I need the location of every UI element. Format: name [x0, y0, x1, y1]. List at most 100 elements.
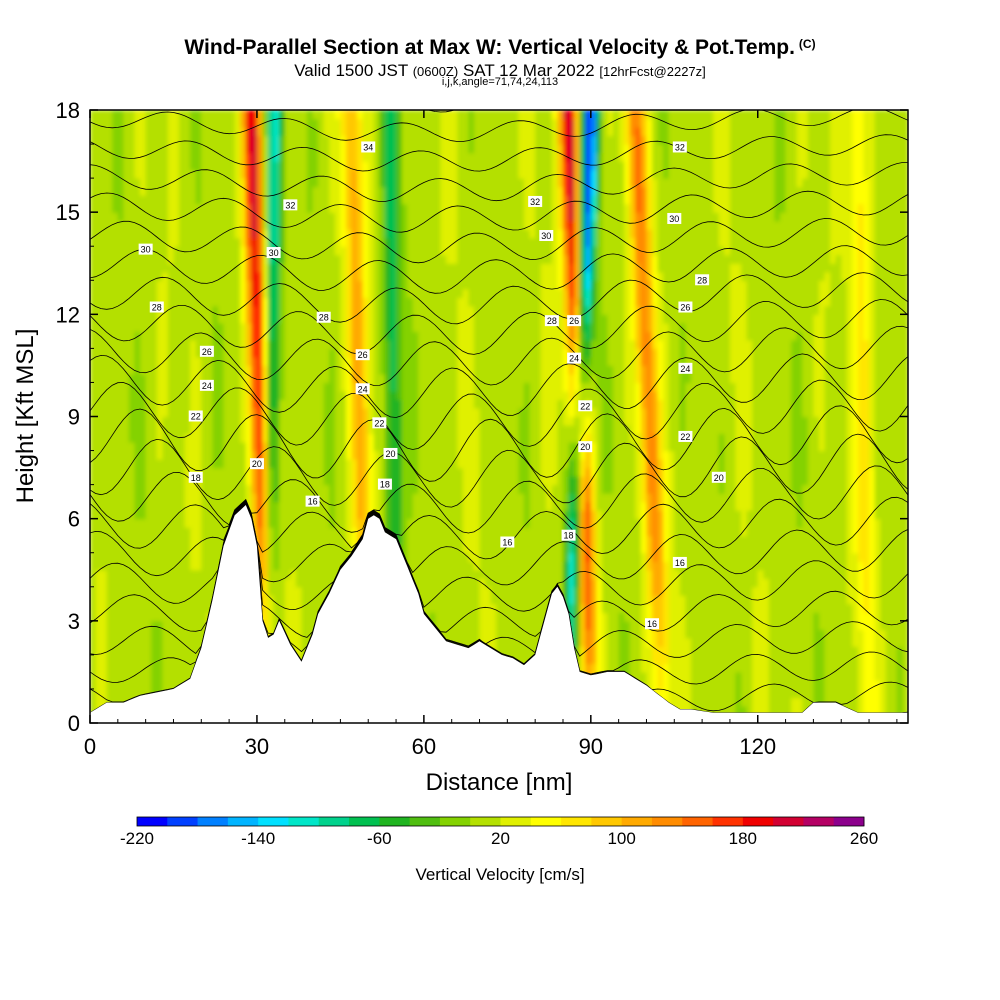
w-cell	[373, 425, 380, 435]
w-cell	[401, 203, 408, 213]
w-cell	[423, 416, 431, 426]
w-cell	[117, 425, 124, 435]
w-cell	[451, 493, 458, 503]
w-cell	[307, 118, 314, 128]
w-cell	[390, 246, 397, 256]
w-cell	[251, 237, 258, 247]
w-cell	[368, 373, 375, 384]
w-cell	[101, 595, 108, 605]
w-cell	[206, 212, 214, 222]
w-cell	[318, 271, 325, 281]
w-cell	[440, 229, 447, 239]
w-cell	[362, 322, 369, 332]
w-cell	[256, 305, 264, 315]
w-cell	[412, 110, 419, 120]
w-cell	[206, 271, 214, 281]
w-cell	[446, 169, 453, 179]
w-cell	[117, 169, 124, 179]
w-cell	[140, 518, 147, 528]
w-cell	[117, 288, 124, 298]
w-cell	[256, 186, 264, 196]
w-cell	[440, 118, 447, 128]
w-cell	[179, 399, 186, 409]
w-cell	[290, 212, 297, 222]
w-cell	[173, 416, 180, 426]
w-cell	[318, 382, 325, 392]
w-cell	[256, 425, 264, 435]
w-cell	[462, 416, 469, 426]
w-cell	[407, 476, 414, 486]
w-cell	[329, 348, 336, 358]
w-cell	[451, 476, 458, 486]
w-cell	[145, 365, 152, 375]
w-cell	[279, 263, 286, 273]
w-cell	[101, 110, 108, 120]
w-cell	[234, 390, 241, 401]
w-cell	[345, 203, 353, 213]
w-cell	[357, 390, 364, 401]
w-cell	[195, 280, 202, 290]
w-cell	[351, 399, 358, 409]
w-cell	[245, 169, 252, 179]
w-cell	[251, 442, 258, 452]
w-cell	[190, 433, 197, 443]
w-cell	[451, 297, 458, 307]
w-cell	[234, 399, 241, 409]
w-cell	[423, 544, 431, 554]
w-cell	[384, 254, 392, 264]
w-cell	[145, 314, 152, 324]
w-cell	[145, 399, 152, 409]
w-cell	[368, 442, 375, 452]
w-cell	[195, 646, 202, 656]
w-cell	[340, 382, 347, 392]
w-cell	[212, 152, 219, 162]
w-cell	[151, 322, 158, 332]
w-cell	[206, 373, 214, 384]
w-cell	[268, 348, 275, 358]
w-cell	[334, 305, 342, 315]
w-cell	[156, 544, 163, 554]
w-cell	[123, 663, 130, 673]
w-cell	[407, 263, 414, 273]
w-cell	[206, 510, 214, 520]
w-cell	[295, 586, 303, 596]
w-cell	[295, 288, 303, 298]
w-cell	[407, 203, 414, 213]
w-cell	[151, 552, 158, 562]
w-cell	[401, 356, 408, 367]
w-cell	[256, 442, 264, 452]
w-cell	[190, 322, 197, 332]
w-cell	[418, 527, 425, 537]
w-cell	[217, 271, 225, 281]
w-cell	[201, 510, 208, 520]
w-cell	[123, 450, 130, 460]
w-cell	[128, 186, 136, 196]
w-cell	[429, 476, 436, 486]
w-cell	[329, 484, 336, 494]
w-cell	[301, 629, 308, 639]
w-cell	[201, 433, 208, 443]
w-cell	[212, 178, 219, 188]
w-cell	[295, 237, 303, 247]
w-cell	[112, 373, 119, 384]
w-cell	[117, 586, 124, 596]
w-cell	[273, 399, 280, 409]
w-cell	[268, 382, 275, 392]
w-cell	[435, 339, 442, 349]
w-cell	[173, 442, 180, 452]
w-cell	[362, 484, 369, 494]
w-cell	[201, 144, 208, 154]
w-cell	[468, 629, 475, 639]
w-cell	[90, 331, 97, 341]
w-cell	[251, 161, 258, 171]
w-cell	[340, 220, 347, 230]
w-cell	[468, 305, 475, 315]
w-cell	[262, 118, 269, 128]
w-cell	[379, 467, 386, 477]
w-cell	[407, 527, 414, 537]
w-cell	[179, 620, 186, 630]
w-cell	[229, 212, 236, 222]
w-cell	[251, 229, 258, 239]
w-cell	[307, 152, 314, 162]
w-cell	[112, 382, 119, 392]
